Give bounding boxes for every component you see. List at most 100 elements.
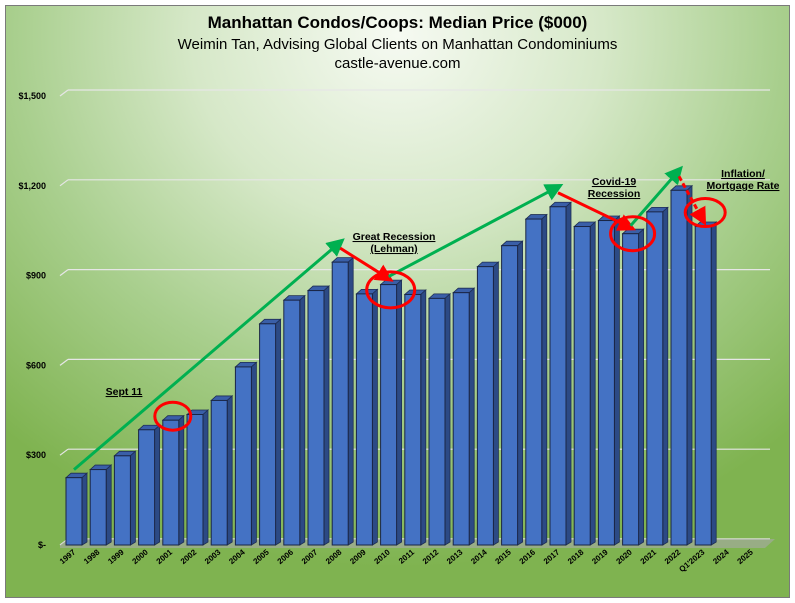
x-tick-label: 2001	[155, 547, 175, 566]
x-tick-label: 2008	[324, 547, 344, 566]
y-tick-label: $-	[38, 540, 46, 550]
x-tick-label: 2019	[590, 547, 610, 566]
gridline-depth	[59, 358, 69, 366]
annotation-label: (Lehman)	[370, 243, 417, 255]
x-tick-label: 2002	[179, 547, 199, 566]
highlight-circle	[683, 197, 727, 229]
bar-side	[81, 472, 88, 546]
bar-side	[686, 184, 693, 546]
bar-side	[468, 287, 475, 546]
x-tick-label: 2000	[130, 547, 150, 566]
x-tick-label: 2013	[445, 547, 465, 566]
bar-side	[662, 206, 669, 546]
bar-1997	[65, 477, 83, 546]
y-tick-label: $1,200	[18, 181, 46, 191]
bar-2013	[452, 292, 470, 546]
annotation-label: Recession	[588, 188, 641, 200]
bar-side	[565, 201, 572, 546]
bar-2007	[307, 290, 325, 546]
gridline-depth	[59, 269, 69, 277]
bar-side	[250, 361, 257, 546]
bar-side	[492, 261, 499, 546]
trend-arrow	[73, 238, 345, 471]
bar-2015	[501, 245, 519, 546]
bar-2020	[622, 233, 640, 546]
x-tick-label: 1997	[58, 547, 78, 566]
gridline-depth	[59, 448, 69, 456]
highlight-circle	[365, 270, 417, 310]
bar-2017	[549, 206, 567, 546]
bar-2004	[234, 366, 252, 546]
bar-side	[589, 221, 596, 546]
bar-2019	[597, 220, 615, 546]
chart-title: Manhattan Condos/Coops: Median Price ($0…	[207, 13, 588, 32]
bar-2018	[573, 226, 591, 546]
bar-side	[323, 285, 330, 546]
y-tick-label: $600	[26, 360, 46, 370]
x-tick-label: 2011	[397, 547, 417, 565]
y-tick-label: $900	[26, 271, 46, 281]
bar-side	[517, 240, 523, 546]
bar-2008	[331, 261, 349, 546]
bar-side	[396, 279, 403, 546]
x-tick-label: 2012	[421, 547, 441, 566]
x-tick-label: 2016	[518, 547, 538, 566]
bar-2005	[259, 323, 277, 546]
x-tick-label: 2005	[251, 547, 271, 566]
annotation-label: Great Recession	[353, 231, 436, 243]
x-tick-label: 1999	[106, 547, 126, 566]
bar-side	[541, 213, 548, 546]
trend-arrow	[387, 183, 564, 278]
y-tick-label: $1,500	[18, 91, 46, 101]
bar-side	[614, 215, 620, 546]
trend-arrow	[677, 175, 707, 226]
bar-2021	[646, 211, 664, 546]
x-tick-label: 2009	[348, 547, 368, 566]
gridline-depth	[59, 89, 69, 97]
annotation-label: Covid-19	[592, 176, 637, 188]
bar-2009	[355, 293, 373, 546]
bar-side	[105, 464, 112, 546]
bar-2014	[476, 266, 494, 546]
bar-2000	[138, 429, 156, 546]
annotation-label: Mortgage Rate	[707, 180, 780, 192]
x-tick-label: 2003	[203, 547, 223, 566]
x-tick-label: 2018	[566, 547, 586, 566]
x-tick-label: 2024	[711, 547, 731, 566]
bar-1999	[113, 455, 131, 546]
bar-2012	[428, 297, 446, 546]
bar-side	[178, 414, 185, 546]
x-tick-label: 2007	[300, 547, 320, 566]
x-tick-label: 2017	[542, 547, 562, 566]
bar-Q1'2023	[694, 226, 712, 546]
x-tick-label: Q1'2023	[677, 547, 706, 574]
bar-side	[275, 318, 282, 546]
bar-side	[129, 450, 136, 546]
x-tick-label: 2006	[276, 547, 296, 566]
bar-side	[202, 409, 209, 546]
x-tick-label: 2015	[493, 547, 513, 566]
bar-2011	[404, 293, 422, 546]
bar-side	[226, 395, 233, 546]
highlight-circle	[609, 215, 657, 253]
bar-side	[299, 294, 306, 546]
gridline-depth	[59, 179, 69, 187]
x-tick-label: 2025	[735, 547, 755, 566]
x-tick-label: 2022	[663, 547, 683, 566]
chart-source: castle-avenue.com	[334, 55, 461, 72]
bar-2003	[210, 399, 228, 546]
bar-2006	[283, 299, 301, 546]
bar-1998	[89, 469, 107, 546]
x-tick-label: 1998	[82, 547, 102, 566]
annotation-label: Inflation/	[721, 168, 765, 180]
bar-2016	[525, 218, 543, 546]
highlight-circle	[153, 400, 193, 432]
bar-side	[371, 288, 378, 546]
bar-side	[347, 256, 354, 546]
bar-side	[638, 228, 644, 546]
annotation-label: Sept 11	[106, 386, 143, 398]
bar-side	[420, 289, 427, 546]
x-tick-label: 2021	[639, 547, 659, 566]
bar-2001	[162, 419, 180, 546]
